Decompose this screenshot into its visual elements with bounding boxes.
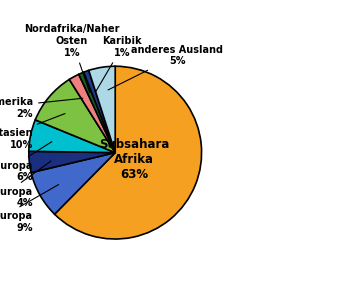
Wedge shape (35, 79, 115, 153)
Text: Osteuropa
6%: Osteuropa 6% (0, 142, 52, 183)
Text: Nordafrika/Naher
Osten
1%: Nordafrika/Naher Osten 1% (24, 24, 120, 93)
Wedge shape (84, 70, 115, 153)
Text: Westeuropa
4%: Westeuropa 4% (0, 161, 51, 208)
Text: Zentraleuropa
9%: Zentraleuropa 9% (0, 185, 59, 232)
Wedge shape (69, 74, 115, 153)
Text: anderes Ausland
5%: anderes Ausland 5% (108, 45, 224, 90)
Wedge shape (79, 72, 115, 153)
Wedge shape (31, 153, 115, 214)
Wedge shape (55, 66, 202, 239)
Text: Karibik
1%: Karibik 1% (96, 36, 142, 92)
Text: Subsahara
Afrika
63%: Subsahara Afrika 63% (99, 138, 170, 181)
Text: Südostasien
10%: Südostasien 10% (0, 113, 65, 150)
Wedge shape (29, 151, 115, 173)
Wedge shape (89, 66, 115, 153)
Text: Lateinamerika
2%: Lateinamerika 2% (0, 97, 83, 119)
Wedge shape (29, 120, 115, 153)
